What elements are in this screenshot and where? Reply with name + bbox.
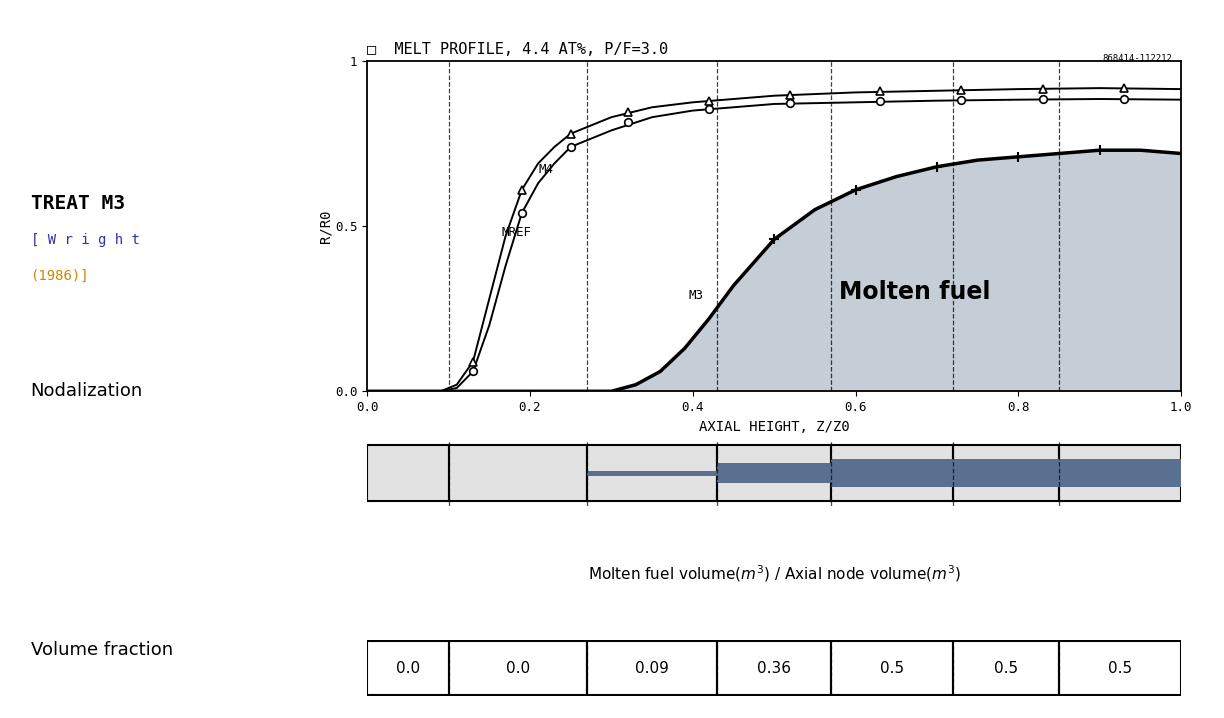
Text: MREF: MREF bbox=[502, 226, 531, 239]
Text: 0.0: 0.0 bbox=[506, 661, 530, 676]
Bar bbox=[588, 445, 717, 501]
Text: TREAT M3: TREAT M3 bbox=[31, 194, 125, 213]
Text: [ W r i g h t: [ W r i g h t bbox=[31, 233, 140, 247]
Bar bbox=[1059, 641, 1181, 695]
Bar bbox=[831, 641, 953, 695]
Bar bbox=[588, 471, 717, 476]
Bar bbox=[1059, 445, 1181, 501]
Text: Molten fuel volume$(m^3)$ / Axial node volume$(m^3)$: Molten fuel volume$(m^3)$ / Axial node v… bbox=[588, 563, 961, 584]
Bar bbox=[831, 445, 953, 501]
Text: Volume fraction: Volume fraction bbox=[31, 640, 173, 659]
Bar bbox=[717, 641, 831, 695]
Bar bbox=[831, 460, 953, 487]
Bar bbox=[953, 641, 1059, 695]
Text: (1986)]: (1986)] bbox=[31, 269, 89, 283]
Text: 0.0: 0.0 bbox=[395, 661, 420, 676]
Bar bbox=[717, 445, 831, 501]
Y-axis label: R/R0: R/R0 bbox=[318, 210, 332, 243]
Bar bbox=[367, 641, 448, 695]
Text: Nodalization: Nodalization bbox=[31, 382, 143, 401]
Bar bbox=[717, 463, 831, 483]
Bar bbox=[448, 445, 588, 501]
Text: M4: M4 bbox=[539, 163, 553, 177]
Bar bbox=[953, 460, 1059, 487]
Text: M3: M3 bbox=[689, 289, 704, 302]
Text: □  MELT PROFILE, 4.4 AT%, P/F=3.0: □ MELT PROFILE, 4.4 AT%, P/F=3.0 bbox=[367, 42, 668, 57]
Text: 0.36: 0.36 bbox=[758, 661, 791, 676]
Text: 868414-112212: 868414-112212 bbox=[1103, 54, 1173, 63]
Bar bbox=[588, 641, 717, 695]
Text: 0.5: 0.5 bbox=[880, 661, 905, 676]
Text: 0.5: 0.5 bbox=[1108, 661, 1132, 676]
Text: 0.5: 0.5 bbox=[994, 661, 1018, 676]
Bar bbox=[448, 641, 588, 695]
X-axis label: AXIAL HEIGHT, Z/Z0: AXIAL HEIGHT, Z/Z0 bbox=[699, 419, 849, 434]
Bar bbox=[953, 445, 1059, 501]
Bar bbox=[367, 445, 448, 501]
Bar bbox=[1059, 460, 1181, 487]
Text: 0.09: 0.09 bbox=[635, 661, 670, 676]
Text: Molten fuel: Molten fuel bbox=[840, 280, 990, 304]
